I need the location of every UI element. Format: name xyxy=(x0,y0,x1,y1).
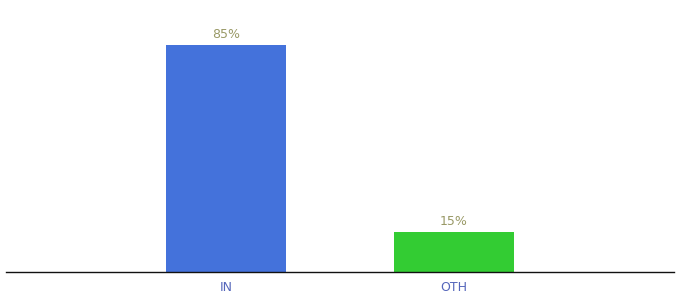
Text: 85%: 85% xyxy=(212,28,240,41)
Bar xyxy=(166,46,286,272)
Bar xyxy=(394,232,514,272)
Text: 15%: 15% xyxy=(440,215,468,228)
